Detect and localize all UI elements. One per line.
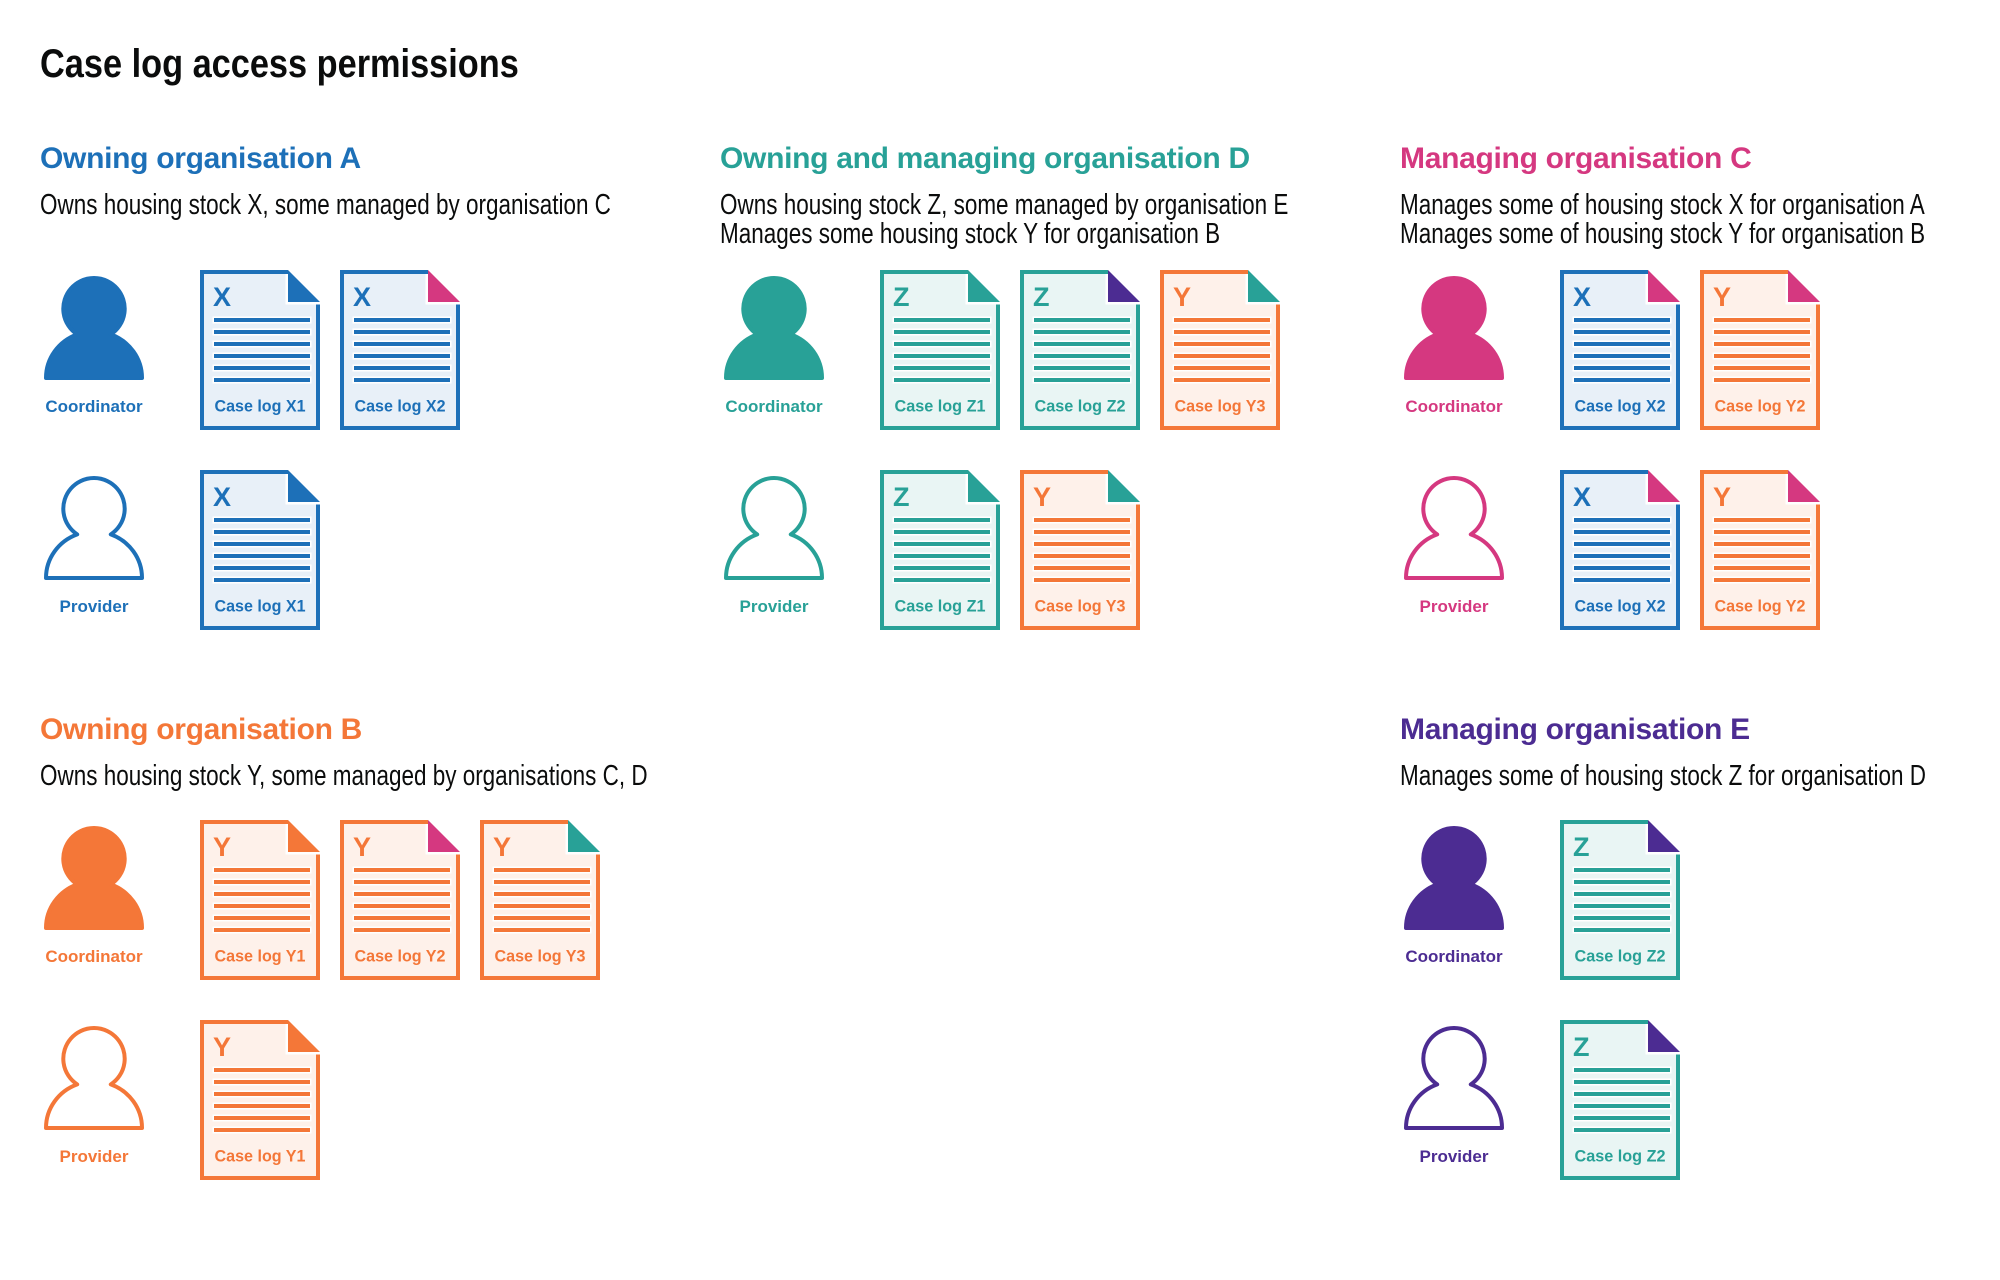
svg-text:Z: Z [893,482,910,512]
svg-text:Case log Y2: Case log Y2 [1715,397,1806,416]
svg-text:Case log Z2: Case log Z2 [1575,947,1666,966]
svg-text:Z: Z [1033,282,1050,312]
svg-text:Case log Z1: Case log Z1 [895,397,986,416]
svg-text:Y: Y [493,832,511,862]
svg-text:Z: Z [1573,832,1590,862]
svg-text:Case log X2: Case log X2 [355,397,446,416]
svg-text:Case log Y2: Case log Y2 [1715,597,1806,616]
svg-text:Case log X2: Case log X2 [1575,597,1666,616]
svg-text:Y: Y [1713,482,1731,512]
svg-text:Z: Z [893,282,910,312]
svg-text:X: X [353,282,371,312]
svg-text:Case log Y3: Case log Y3 [495,947,586,966]
svg-text:Case log Z1: Case log Z1 [895,597,986,616]
svg-text:Case log X1: Case log X1 [215,397,306,416]
svg-text:Y: Y [353,832,371,862]
svg-text:X: X [213,282,231,312]
svg-text:Case log Z2: Case log Z2 [1035,397,1126,416]
svg-text:Y: Y [1713,282,1731,312]
svg-text:Case log Y1: Case log Y1 [215,947,306,966]
svg-text:Y: Y [1173,282,1191,312]
svg-text:Y: Y [213,1032,231,1062]
svg-text:Case log Y3: Case log Y3 [1035,597,1126,616]
svg-text:Y: Y [1033,482,1051,512]
svg-text:Case log Y2: Case log Y2 [355,947,446,966]
svg-text:Case log Z2: Case log Z2 [1575,1147,1666,1166]
svg-text:Y: Y [213,832,231,862]
svg-text:X: X [1573,282,1591,312]
svg-text:X: X [213,482,231,512]
svg-text:Case log X1: Case log X1 [215,597,306,616]
svg-text:Z: Z [1573,1032,1590,1062]
svg-text:Case log Y1: Case log Y1 [215,1147,306,1166]
svg-text:Case log X2: Case log X2 [1575,397,1666,416]
svg-text:X: X [1573,482,1591,512]
svg-text:Case log Y3: Case log Y3 [1175,397,1266,416]
